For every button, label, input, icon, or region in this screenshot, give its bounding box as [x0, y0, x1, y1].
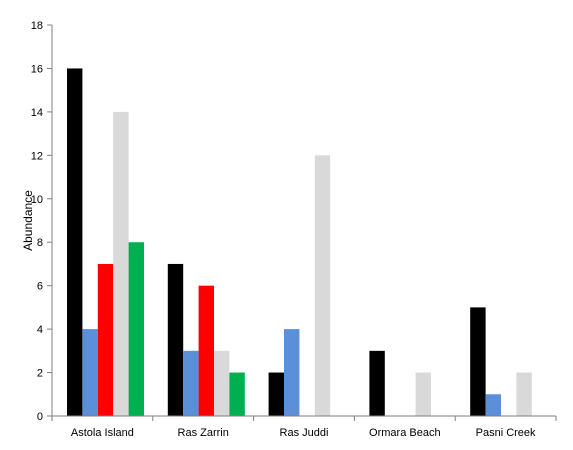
- y-tick-label: 14: [31, 107, 43, 119]
- bar-ras-zarrin-series-4: [214, 350, 230, 416]
- bar-pasni-creek-series-2: [485, 394, 501, 416]
- bar-ormara-beach-series-4: [415, 372, 431, 416]
- bar-ormara-beach-series-1: [369, 350, 385, 416]
- axes: [51, 25, 556, 417]
- bar-astola-island-series-2: [82, 329, 98, 416]
- bar-ras-zarrin-series-3: [198, 285, 214, 416]
- x-category-label: Ormara Beach: [369, 427, 441, 439]
- bar-ras-juddi-series-1: [268, 372, 284, 416]
- bar-ras-zarrin-series-5: [229, 372, 245, 416]
- y-tick-label: 10: [31, 194, 43, 206]
- y-tick-label: 12: [31, 150, 43, 162]
- y-tick-label: 2: [37, 368, 43, 380]
- bars: [67, 68, 532, 417]
- y-tick-label: 4: [37, 324, 43, 336]
- bar-pasni-creek-series-1: [470, 307, 486, 416]
- x-category-label: Ras Juddi: [280, 427, 329, 439]
- bar-astola-island-series-3: [97, 263, 114, 416]
- y-tick-label: 18: [31, 20, 43, 32]
- bar-pasni-creek-series-4: [516, 372, 532, 416]
- bar-ras-juddi-series-2: [284, 329, 300, 416]
- bar-astola-island-series-1: [67, 68, 83, 416]
- x-category-label: Pasni Creek: [476, 427, 536, 439]
- bar-ras-zarrin-series-2: [183, 350, 199, 416]
- bar-astola-island-series-5: [128, 242, 144, 416]
- y-tick-label: 8: [37, 237, 43, 249]
- y-axis-title: Abundance: [21, 190, 35, 251]
- y-tick-label: 16: [31, 63, 43, 75]
- x-category-label: Astola Island: [71, 427, 134, 439]
- bar-ras-juddi-series-4: [314, 155, 331, 417]
- y-tick-label: 0: [37, 411, 43, 423]
- bar-ras-zarrin-series-1: [167, 263, 184, 416]
- bar-astola-island-series-4: [113, 111, 129, 416]
- x-axis-ticks: Astola Island Ras Zarrin Ras Juddi Ormara B…: [51, 416, 557, 439]
- y-axis-ticks: 0 2 4 6 8 10 12 14 16 18: [31, 20, 52, 423]
- x-category-label: Ras Zarrin: [178, 427, 229, 439]
- y-tick-label: 6: [37, 281, 43, 293]
